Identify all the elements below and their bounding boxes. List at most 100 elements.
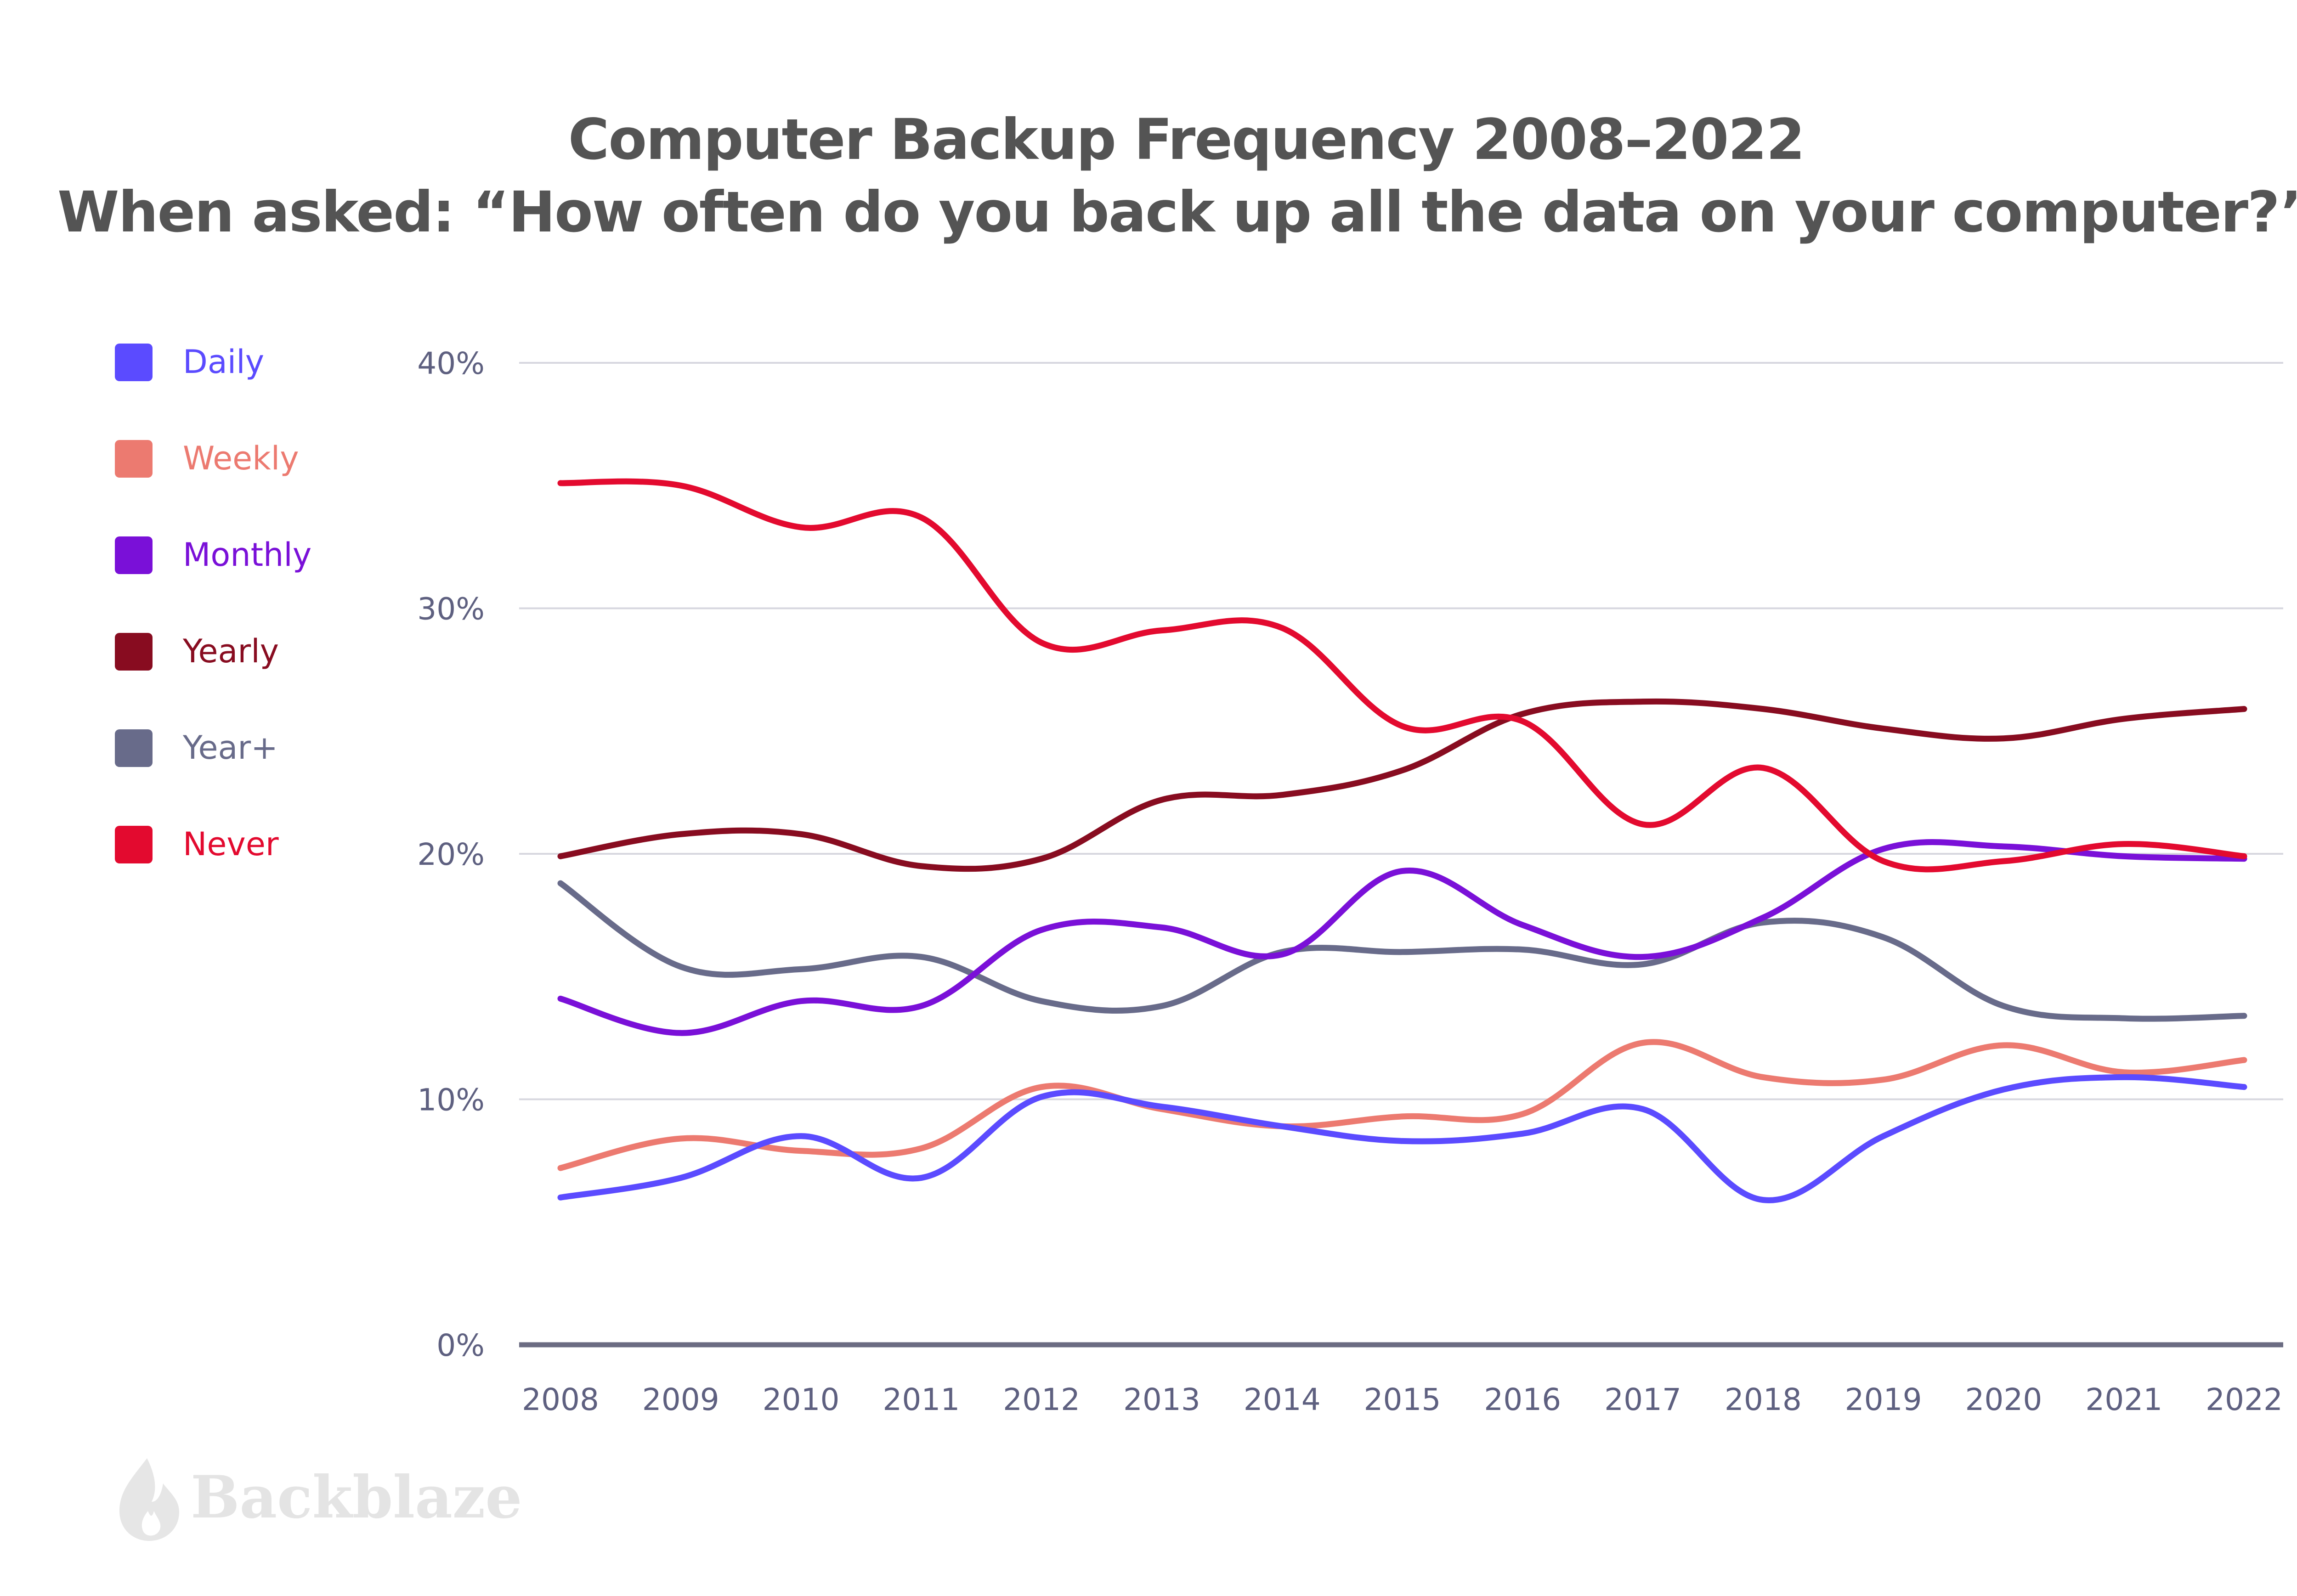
data-point-yearly (801, 834, 802, 835)
data-point-year (1161, 1005, 1162, 1006)
legend-label: Year+ (183, 729, 278, 767)
data-point-monthly (1883, 848, 1884, 849)
data-point-year (2003, 1005, 2004, 1006)
data-point-year (2244, 1015, 2245, 1016)
data-point-yearly (1883, 728, 1884, 729)
legend-swatch (115, 440, 153, 478)
data-point-monthly (560, 998, 561, 999)
legend-label: Monthly (183, 536, 312, 574)
data-point-daily (1161, 1106, 1162, 1107)
chart-title-block: Computer Backup Frequency 2008–2022 When… (0, 103, 2297, 248)
x-tick-label: 2012 (1003, 1382, 1080, 1417)
data-point-yearly (1763, 709, 1764, 710)
data-point-daily (1041, 1096, 1042, 1097)
data-point-daily (2244, 1087, 2245, 1088)
data-point-weekly (1883, 1079, 1884, 1080)
y-tick-label: 0% (436, 1328, 485, 1363)
series-line-monthly (557, 839, 2247, 1036)
series-line-weekly (557, 1039, 2247, 1171)
data-point-monthly (801, 1001, 802, 1002)
data-point-year (560, 883, 561, 884)
data-point-daily (801, 1136, 802, 1137)
data-point-year (921, 956, 922, 957)
x-tick-label: 2022 (2206, 1382, 2283, 1417)
data-point-never (1522, 721, 1523, 722)
data-point-monthly (1763, 917, 1764, 918)
y-tick-label: 10% (417, 1083, 485, 1118)
logo-text: Backblaze (191, 1463, 522, 1531)
series-line-daily (557, 1074, 2247, 1203)
data-point-never (560, 483, 561, 484)
data-point-never (1041, 642, 1042, 643)
data-point-daily (1402, 1140, 1403, 1141)
data-point-weekly (2123, 1072, 2124, 1073)
data-point-never (1763, 767, 1764, 768)
y-tick-label: 30% (417, 592, 485, 627)
data-point-yearly (1642, 701, 1643, 702)
data-point-daily (921, 1178, 922, 1179)
x-tick-label: 2019 (1845, 1382, 1922, 1417)
data-point-never (2244, 856, 2245, 857)
data-point-monthly (1282, 954, 1283, 955)
legend-label: Daily (183, 343, 265, 381)
x-tick-label: 2017 (1604, 1382, 1681, 1417)
x-tick-label: 2014 (1244, 1382, 1321, 1417)
data-point-daily (1883, 1136, 1884, 1137)
chart-title: Computer Backup Frequency 2008–2022 (568, 107, 1805, 172)
data-point-yearly (560, 856, 561, 857)
data-point-never (1883, 861, 1884, 862)
data-point-yearly (2123, 718, 2124, 719)
legend-swatch (115, 536, 153, 574)
y-tick-label: 20% (417, 837, 485, 872)
legend-swatch (115, 729, 153, 767)
legend-swatch (115, 826, 153, 863)
data-point-daily (2003, 1089, 2004, 1090)
data-point-yearly (921, 866, 922, 867)
x-tick-label: 2020 (1965, 1382, 2042, 1417)
x-tick-label: 2013 (1123, 1382, 1200, 1417)
data-point-never (2123, 844, 2124, 845)
x-tick-label: 2016 (1484, 1382, 1561, 1417)
data-point-year (1522, 949, 1523, 950)
legend-label: Never (183, 825, 279, 863)
data-point-year (2123, 1018, 2124, 1019)
data-point-weekly (680, 1138, 681, 1139)
data-point-yearly (1402, 770, 1403, 771)
data-point-year (680, 966, 681, 967)
series-line-yearly (557, 698, 2247, 872)
chart-subtitle: When asked: “How often do you back up al… (57, 180, 2297, 245)
data-point-monthly (2003, 846, 2004, 847)
data-point-daily (1522, 1133, 1523, 1134)
data-point-year (1883, 937, 1884, 938)
data-point-yearly (680, 834, 681, 835)
data-point-yearly (2003, 738, 2004, 739)
data-point-never (1402, 726, 1403, 727)
x-tick-label: 2009 (642, 1382, 719, 1417)
data-point-year (801, 969, 802, 970)
y-tick-label: 40% (417, 346, 485, 381)
data-point-yearly (1522, 713, 1523, 714)
data-point-monthly (1041, 930, 1042, 931)
data-point-never (921, 517, 922, 518)
x-tick-label: 2018 (1725, 1382, 1802, 1417)
series-line-never (557, 478, 2247, 873)
data-point-never (1282, 627, 1283, 628)
x-tick-label: 2010 (763, 1382, 840, 1417)
data-point-yearly (1041, 858, 1042, 859)
data-point-weekly (1041, 1087, 1042, 1088)
data-point-daily (1282, 1126, 1283, 1127)
x-tick-label: 2015 (1364, 1382, 1441, 1417)
data-point-weekly (1402, 1116, 1403, 1117)
legend-label: Weekly (183, 440, 299, 477)
legend-label: Yearly (183, 632, 279, 670)
data-point-weekly (560, 1167, 561, 1168)
legend-swatch (115, 344, 153, 381)
data-point-yearly (2244, 709, 2245, 710)
data-point-weekly (1522, 1114, 1523, 1115)
x-tick-label: 2008 (522, 1382, 599, 1417)
data-point-monthly (2123, 856, 2124, 857)
data-point-weekly (801, 1150, 802, 1151)
data-point-never (1161, 630, 1162, 631)
data-point-never (2003, 861, 2004, 862)
data-point-never (1642, 824, 1643, 825)
